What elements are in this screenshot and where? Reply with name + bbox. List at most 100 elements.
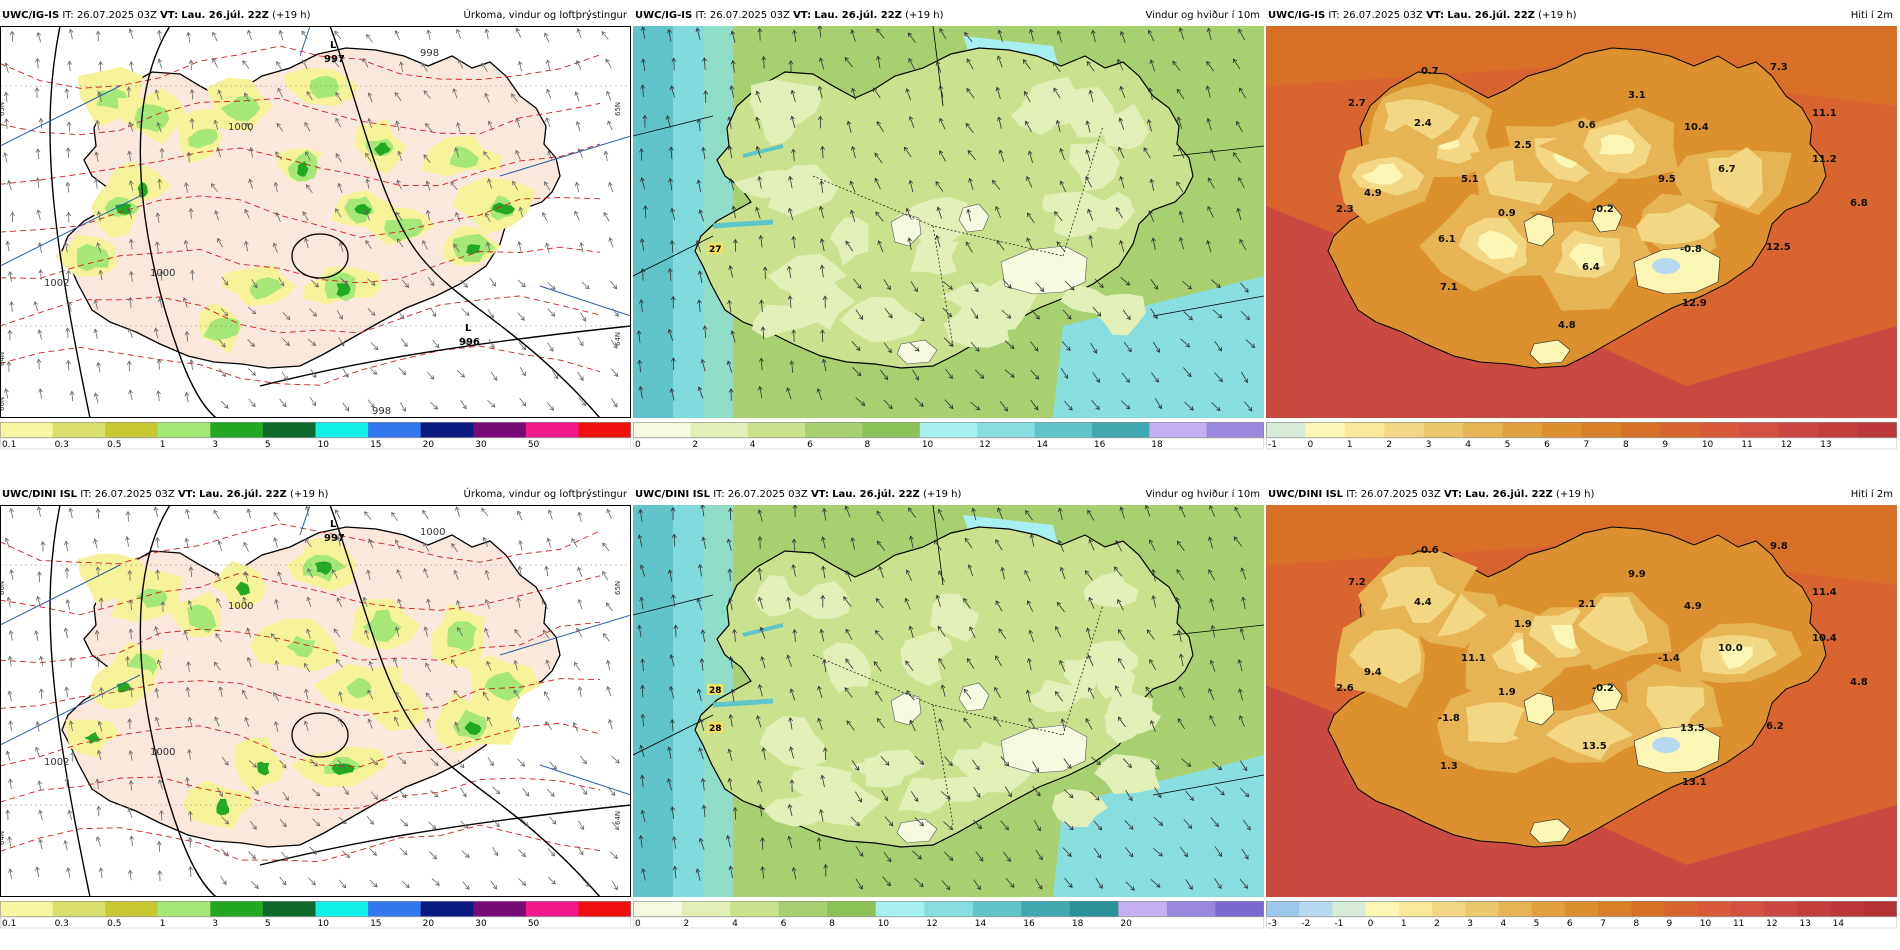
scale-tick-label: 0.1 [2,919,16,929]
temperature-value: 12.9 [1682,298,1707,309]
temperature-value: 4.4 [1414,597,1432,608]
scale-swatch [1863,901,1897,917]
low-pressure-value: 996 [459,337,480,348]
scale-swatch [633,901,683,917]
temperature-value: 13.5 [1680,723,1705,734]
latitude-label: 65N [614,581,622,595]
scale-tick-label: 11 [1733,919,1744,929]
scale-tick-label: 18 [1072,919,1084,929]
init-label: IT: [80,489,92,500]
scale-swatch [1332,901,1367,917]
scale-tick-label: 2 [692,440,698,450]
scale-swatch [1581,422,1622,438]
wind-weak-area [829,217,869,267]
scale-swatch [1778,422,1819,438]
field-name: Hiti í 2m [1850,489,1893,500]
highland-mild [1349,628,1422,684]
scale-swatch [105,901,159,917]
temperature-value: 0.9 [1498,208,1516,219]
highland-mild [1707,147,1763,209]
scale-tick-label: 4 [1465,440,1471,450]
wind-weak-area [822,642,872,693]
wind-weak-area [1095,293,1146,336]
glacier [1529,818,1571,844]
isobar-label: 998 [420,48,439,59]
scale-swatch [578,901,631,917]
scale-tick-label: 14 [1037,440,1049,450]
wind-weak-area [1042,191,1110,215]
init-label: IT: [1346,489,1358,500]
scale-swatch [1166,901,1216,917]
model-name: UWC/IG-IS [635,10,693,21]
scale-swatch [368,901,422,917]
cold-spot [1652,258,1680,274]
panel-title: UWC/DINI ISL IT: 26.07.2025 03Z VT: Lau.… [1266,485,1897,505]
scale-swatch [368,422,422,438]
scale-swatch [1021,901,1071,917]
glacier [1523,213,1555,247]
scale-swatch [1384,422,1425,438]
glacier [896,818,938,844]
scale-tick-label: 0.5 [107,440,121,450]
scale-swatch [1398,901,1433,917]
wind-weak-area [1051,789,1108,827]
temperature-value: 0.7 [1421,66,1439,77]
isobar-label: 1000 [228,122,253,133]
scale-swatch [1564,901,1599,917]
field-name: Hiti í 2m [1850,10,1893,21]
precip-moderate [309,75,340,99]
map-dini-temp: 0.6 7.2 4.4 1.9 2.1 9.9 4.9 9.8 11.4 11.1 9.4 2.6 1.… [1266,505,1897,897]
scale-tick-label: 12 [926,919,937,929]
scale-tick-label: 6 [807,440,813,450]
wind-weak-area [1104,695,1162,735]
valid-time: Lau. 26.júl. 22Z [1447,10,1535,21]
scale-swatch [972,901,1022,917]
precip-heavy [331,763,355,776]
scale-tick-label: 20 [423,440,435,450]
scale-tick-label: 3 [212,440,218,450]
glacier [1000,245,1088,295]
scale-tick-label: 8 [829,919,835,929]
scale-swatch [1463,422,1504,438]
scale-tick-label: 10 [1700,919,1712,929]
init-label: IT: [695,10,707,21]
scale-tick-label: 30 [475,919,487,929]
scale-tick-label: 4 [750,440,756,450]
scale-tick-label: 50 [528,440,540,450]
precip-moderate [203,317,240,341]
scale-swatch [862,422,921,438]
scale-swatch [747,422,806,438]
scale-swatch [1432,901,1466,917]
temperature-value: 4.9 [1364,188,1382,199]
scale-swatch [1305,422,1346,438]
scale-tick-label: 2 [1434,919,1440,929]
valid-label: VT: [177,489,196,500]
scale-tick-label: 7 [1600,919,1606,929]
scale-swatch [1739,422,1780,438]
map-dini-precip: L 997 1000 1000 1002 1000 66N 65N 64N 64N [0,505,631,897]
model-name: UWC/DINI ISL [1268,489,1344,500]
model-name: UWC/DINI ISL [2,489,78,500]
region-borders [812,125,1104,347]
valid-label: VT: [160,10,179,21]
temperature-value: 13.5 [1582,741,1607,752]
wind-weak-area [789,764,855,808]
temperature-value: 6.7 [1718,164,1736,175]
temperature-value: 4.8 [1850,677,1868,688]
temperature-value: 6.8 [1850,198,1868,209]
init-time: 26.07.2025 03Z [1360,489,1441,500]
precip-heavy [466,244,481,255]
precip-heavy [216,798,230,816]
region-borders [812,604,1104,826]
init-time: 26.07.2025 03Z [727,489,808,500]
low-pressure-value: 997 [324,533,345,544]
scale-tick-label: 9 [1667,919,1673,929]
init-label: IT: [62,10,74,21]
precip-heavy [257,761,270,776]
wind-weak-area [929,593,980,634]
scale-swatch [1542,422,1582,438]
temperature-value: 4.8 [1558,320,1576,331]
gust-marker [707,243,723,254]
gust-value: 27 [709,245,722,255]
scale-swatch [977,422,1036,438]
